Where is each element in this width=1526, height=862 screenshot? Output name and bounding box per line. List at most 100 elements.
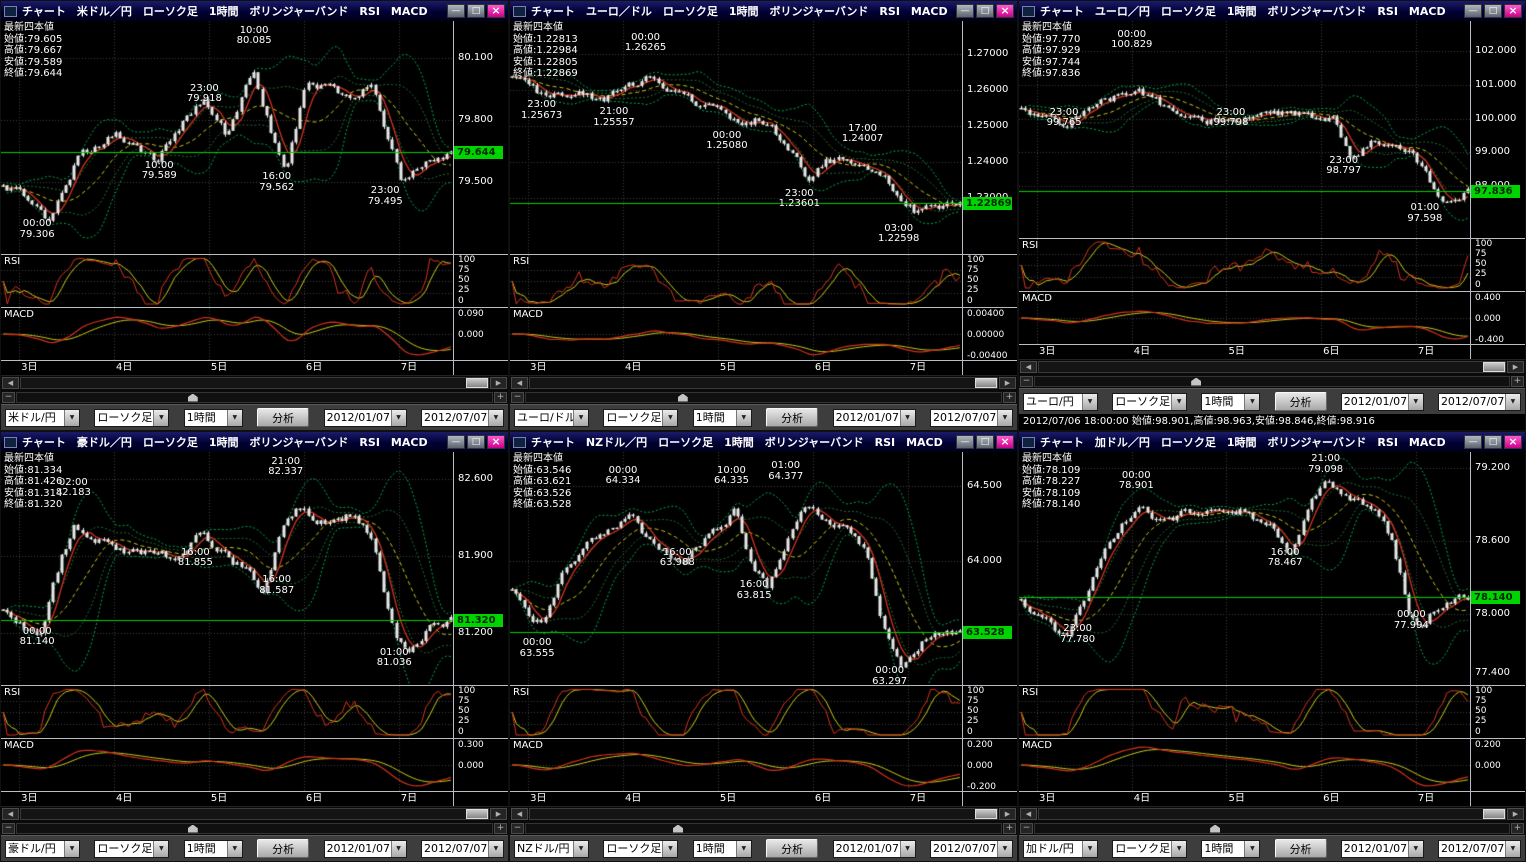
macd-chart-canvas[interactable]	[1019, 739, 1470, 791]
dropdown-arrow-icon[interactable]: ▼	[153, 409, 169, 426]
dropdown-arrow-icon[interactable]: ▼	[996, 840, 1012, 857]
rsi-chart-canvas[interactable]	[1019, 686, 1470, 738]
minimize-button[interactable]: —	[1464, 435, 1482, 449]
close-button[interactable]: ×	[1504, 435, 1522, 449]
scrollbar-thumb[interactable]	[1483, 362, 1505, 372]
chart-type-select[interactable]: ローソク足 ▼	[94, 839, 170, 858]
scroll-right-button[interactable]: ▶	[1507, 808, 1524, 820]
dropdown-arrow-icon[interactable]: ▼	[226, 840, 242, 857]
date-from-select[interactable]: 2012/01/07 ▼	[323, 839, 407, 858]
dropdown-arrow-icon[interactable]: ▼	[1244, 840, 1260, 857]
date-to-select[interactable]: 2012/07/07 ▼	[1437, 839, 1521, 858]
scrollbar-track[interactable]	[20, 377, 489, 389]
scroll-right-button[interactable]: ▶	[999, 808, 1016, 820]
scrollbar-thumb[interactable]	[466, 809, 488, 819]
zoom-in-button[interactable]: +	[494, 822, 507, 834]
period-select[interactable]: 1時間 ▼	[692, 839, 752, 858]
maximize-button[interactable]: □	[467, 4, 485, 18]
zoom-slider-track[interactable]	[525, 822, 1002, 834]
macd-chart-canvas[interactable]	[510, 739, 962, 791]
window-titlebar[interactable]: チャート ユーロ／ドル ローソク足 1時間 ボリンジャーバンド RSI MACD…	[510, 1, 1017, 21]
maximize-button[interactable]: □	[976, 435, 994, 449]
maximize-button[interactable]: □	[467, 435, 485, 449]
scrollbar-track[interactable]	[20, 808, 489, 820]
scrollbar-thumb[interactable]	[975, 378, 997, 388]
dropdown-arrow-icon[interactable]: ▼	[1244, 393, 1260, 410]
macd-chart-canvas[interactable]	[1, 739, 453, 791]
window-titlebar[interactable]: チャート 豪ドル／円 ローソク足 1時間 ボリンジャーバンド RSI MACD …	[1, 432, 508, 452]
window-titlebar[interactable]: チャート NZドル／円 ローソク足 1時間 ボリンジャーバンド RSI MACD…	[510, 432, 1017, 452]
rsi-chart-canvas[interactable]	[1019, 239, 1470, 291]
candlestick-chart-canvas[interactable]	[1019, 21, 1470, 238]
scroll-right-button[interactable]: ▶	[999, 377, 1016, 389]
dropdown-arrow-icon[interactable]: ▼	[153, 840, 169, 857]
zoom-slider-handle[interactable]	[1210, 824, 1221, 833]
chart-type-select[interactable]: ローソク足 ▼	[94, 408, 170, 427]
dropdown-arrow-icon[interactable]: ▼	[899, 409, 915, 426]
dropdown-arrow-icon[interactable]: ▼	[1171, 840, 1187, 857]
zoom-out-button[interactable]: −	[2, 822, 15, 834]
zoom-slider-track[interactable]	[1034, 375, 1510, 387]
scroll-left-button[interactable]: ◀	[511, 377, 528, 389]
zoom-slider-track[interactable]	[16, 822, 493, 834]
zoom-out-button[interactable]: −	[1020, 822, 1033, 834]
analyze-button[interactable]: 分析	[1274, 839, 1327, 858]
close-button[interactable]: ×	[996, 435, 1014, 449]
window-titlebar[interactable]: チャート ユーロ／円 ローソク足 1時間 ボリンジャーバンド RSI MACD …	[1019, 1, 1525, 21]
dropdown-arrow-icon[interactable]: ▼	[899, 840, 915, 857]
analyze-button[interactable]: 分析	[257, 408, 310, 427]
scroll-right-button[interactable]: ▶	[490, 377, 507, 389]
candlestick-chart-canvas[interactable]	[1019, 452, 1470, 685]
close-button[interactable]: ×	[487, 4, 505, 18]
rsi-chart-canvas[interactable]	[1, 255, 453, 307]
candlestick-chart-canvas[interactable]	[510, 21, 962, 254]
zoom-slider-handle[interactable]	[187, 393, 198, 402]
date-to-select[interactable]: 2012/07/07 ▼	[1437, 392, 1521, 411]
zoom-in-button[interactable]: +	[1003, 391, 1016, 403]
dropdown-arrow-icon[interactable]: ▼	[662, 409, 678, 426]
date-to-select[interactable]: 2012/07/07 ▼	[929, 408, 1013, 427]
date-to-select[interactable]: 2012/07/07 ▼	[929, 839, 1013, 858]
zoom-slider-handle[interactable]	[677, 393, 688, 402]
analyze-button[interactable]: 分析	[766, 408, 819, 427]
dropdown-arrow-icon[interactable]: ▼	[573, 409, 588, 426]
pair-select[interactable]: NZドル/円 ▼	[514, 839, 589, 858]
dropdown-arrow-icon[interactable]: ▼	[1407, 393, 1423, 410]
candlestick-chart-canvas[interactable]	[1, 452, 453, 685]
zoom-slider-handle[interactable]	[187, 824, 198, 833]
maximize-button[interactable]: □	[976, 4, 994, 18]
dropdown-arrow-icon[interactable]: ▼	[64, 409, 79, 426]
dropdown-arrow-icon[interactable]: ▼	[390, 840, 406, 857]
zoom-in-button[interactable]: +	[1003, 822, 1016, 834]
date-from-select[interactable]: 2012/01/07 ▼	[832, 408, 916, 427]
analyze-button[interactable]: 分析	[766, 839, 819, 858]
macd-chart-canvas[interactable]	[510, 308, 962, 360]
dropdown-arrow-icon[interactable]: ▼	[1407, 840, 1423, 857]
rsi-chart-canvas[interactable]	[510, 686, 962, 738]
zoom-slider-handle[interactable]	[1191, 377, 1202, 386]
scroll-right-button[interactable]: ▶	[490, 808, 507, 820]
analyze-button[interactable]: 分析	[257, 839, 310, 858]
chart-type-select[interactable]: ローソク足 ▼	[603, 839, 679, 858]
close-button[interactable]: ×	[487, 435, 505, 449]
scroll-left-button[interactable]: ◀	[511, 808, 528, 820]
zoom-slider-handle[interactable]	[673, 824, 683, 833]
zoom-slider-track[interactable]	[525, 391, 1002, 403]
chart-type-select[interactable]: ローソク足 ▼	[603, 408, 679, 427]
dropdown-arrow-icon[interactable]: ▼	[662, 840, 678, 857]
zoom-out-button[interactable]: −	[511, 822, 524, 834]
dropdown-arrow-icon[interactable]: ▼	[1504, 840, 1520, 857]
scroll-right-button[interactable]: ▶	[1507, 361, 1524, 373]
maximize-button[interactable]: □	[1484, 435, 1502, 449]
pair-select[interactable]: 加ドル/円 ▼	[1023, 839, 1098, 858]
candlestick-chart-canvas[interactable]	[1, 21, 453, 254]
maximize-button[interactable]: □	[1484, 4, 1502, 18]
analyze-button[interactable]: 分析	[1274, 392, 1327, 411]
date-from-select[interactable]: 2012/01/07 ▼	[832, 839, 916, 858]
dropdown-arrow-icon[interactable]: ▼	[64, 840, 79, 857]
date-to-select[interactable]: 2012/07/07 ▼	[420, 839, 504, 858]
dropdown-arrow-icon[interactable]: ▼	[390, 409, 406, 426]
dropdown-arrow-icon[interactable]: ▼	[1504, 393, 1520, 410]
close-button[interactable]: ×	[1504, 4, 1522, 18]
rsi-chart-canvas[interactable]	[510, 255, 962, 307]
